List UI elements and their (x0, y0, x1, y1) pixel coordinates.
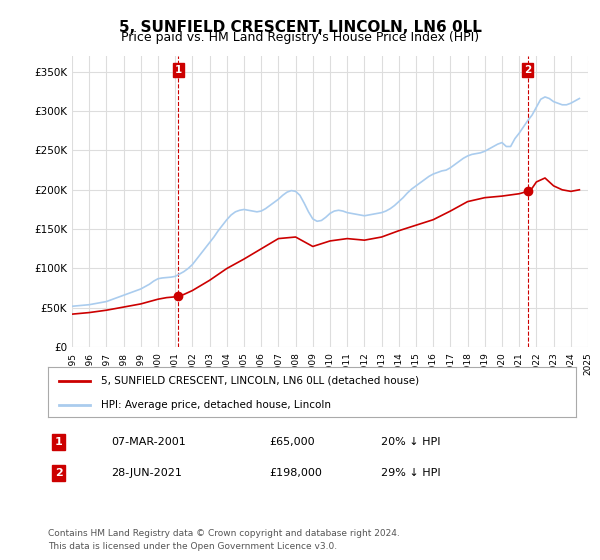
Text: £198,000: £198,000 (270, 468, 323, 478)
Text: 2: 2 (55, 468, 62, 478)
Text: 29% ↓ HPI: 29% ↓ HPI (380, 468, 440, 478)
Text: 07-MAR-2001: 07-MAR-2001 (112, 437, 186, 447)
Text: 1: 1 (55, 437, 62, 447)
Text: 5, SUNFIELD CRESCENT, LINCOLN, LN6 0LL: 5, SUNFIELD CRESCENT, LINCOLN, LN6 0LL (119, 20, 481, 35)
Text: Contains HM Land Registry data © Crown copyright and database right 2024.: Contains HM Land Registry data © Crown c… (48, 529, 400, 538)
Text: £65,000: £65,000 (270, 437, 316, 447)
Text: This data is licensed under the Open Government Licence v3.0.: This data is licensed under the Open Gov… (48, 542, 337, 551)
Text: 1: 1 (175, 65, 182, 74)
Text: 2: 2 (524, 65, 531, 74)
Text: 5, SUNFIELD CRESCENT, LINCOLN, LN6 0LL (detached house): 5, SUNFIELD CRESCENT, LINCOLN, LN6 0LL (… (101, 376, 419, 386)
Text: 28-JUN-2021: 28-JUN-2021 (112, 468, 182, 478)
Text: Price paid vs. HM Land Registry's House Price Index (HPI): Price paid vs. HM Land Registry's House … (121, 31, 479, 44)
Text: HPI: Average price, detached house, Lincoln: HPI: Average price, detached house, Linc… (101, 400, 331, 409)
Text: 20% ↓ HPI: 20% ↓ HPI (380, 437, 440, 447)
